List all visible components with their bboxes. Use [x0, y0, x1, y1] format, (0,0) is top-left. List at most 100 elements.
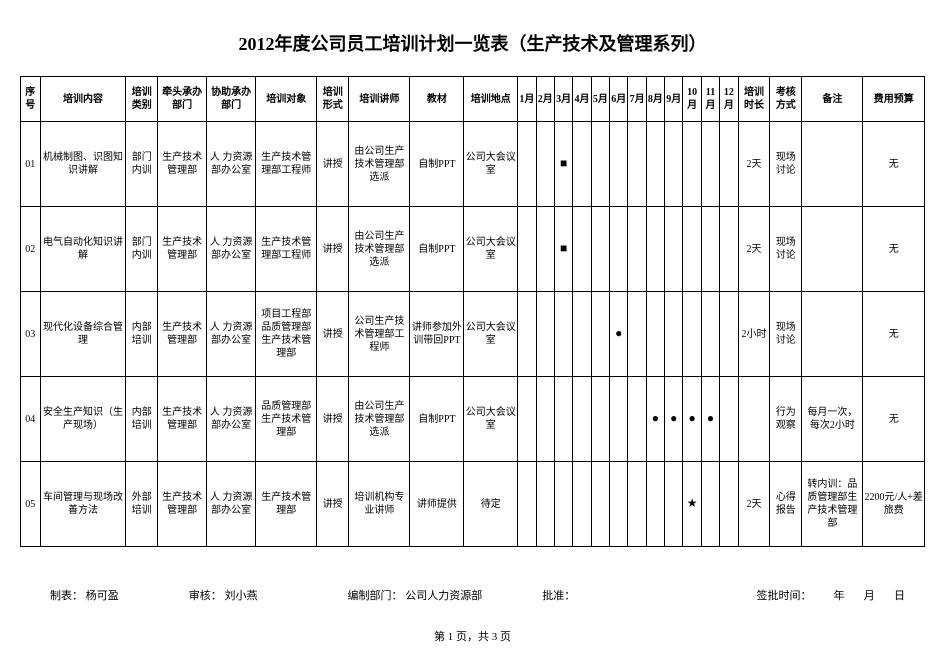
- table-cell: 人 力资源部办公室: [207, 122, 256, 207]
- table-cell: [573, 292, 591, 377]
- table-row: 02电气自动化知识讲解部门内训生产技术管理部人 力资源部办公室生产技术管理部工程…: [21, 207, 925, 292]
- year-label: 年: [834, 590, 845, 602]
- table-cell: 04: [21, 377, 41, 462]
- table-cell: [628, 377, 646, 462]
- table-cell: 车间管理与现场改善方法: [40, 462, 126, 547]
- col-budget: 费用预算: [863, 77, 925, 122]
- table-cell: 01: [21, 122, 41, 207]
- table-cell: 2天: [738, 122, 770, 207]
- col-seq: 序号: [21, 77, 41, 122]
- table-cell: [573, 122, 591, 207]
- table-cell: 电气自动化知识讲解: [40, 207, 126, 292]
- table-cell: [628, 207, 646, 292]
- table-cell: [536, 377, 554, 462]
- table-cell: 自制PPT: [410, 122, 464, 207]
- table-cell: 公司生产技术管理部工程师: [349, 292, 410, 377]
- table-cell: 生产技术管理部: [158, 292, 207, 377]
- table-cell: [720, 377, 738, 462]
- col-duration: 培训时长: [738, 77, 770, 122]
- page-number: 第 1 页，共 3 页: [20, 628, 925, 644]
- table-row: 03现代化设备综合管理内部培训生产技术管理部人 力资源部办公室项目工程部品质管理…: [21, 292, 925, 377]
- col-m7: 7月: [628, 77, 646, 122]
- table-cell: 由公司生产技术管理部选派: [349, 122, 410, 207]
- table-cell: [610, 122, 628, 207]
- table-cell: 行为观察: [770, 377, 802, 462]
- table-cell: [802, 292, 863, 377]
- col-m11: 11月: [701, 77, 719, 122]
- month-label: 月: [864, 590, 875, 602]
- table-cell: [518, 292, 536, 377]
- table-cell: ●: [646, 377, 664, 462]
- table-cell: 人 力资源部办公室: [207, 292, 256, 377]
- table-cell: [720, 122, 738, 207]
- date-label: 签批时间：: [757, 590, 812, 602]
- table-cell: 无: [863, 292, 925, 377]
- page-title: 2012年度公司员工培训计划一览表（生产技术及管理系列）: [20, 30, 925, 56]
- col-m6: 6月: [610, 77, 628, 122]
- table-cell: 2天: [738, 207, 770, 292]
- table-cell: 机械制图、识图知识讲解: [40, 122, 126, 207]
- table-cell: 无: [863, 207, 925, 292]
- table-cell: [683, 122, 701, 207]
- table-cell: [628, 292, 646, 377]
- approve-label: 批准：: [542, 590, 575, 602]
- table-cell: [628, 462, 646, 547]
- table-cell: ■: [554, 122, 572, 207]
- table-cell: 公司大会议室: [464, 207, 518, 292]
- table-cell: [518, 122, 536, 207]
- table-cell: ●: [610, 292, 628, 377]
- table-body: 01机械制图、识图知识讲解部门内训生产技术管理部人 力资源部办公室生产技术管理部…: [21, 122, 925, 547]
- table-cell: 培训机构专业讲师: [349, 462, 410, 547]
- table-cell: [701, 292, 719, 377]
- table-cell: [536, 462, 554, 547]
- table-cell: 人 力资源部办公室: [207, 377, 256, 462]
- table-row: 01机械制图、识图知识讲解部门内训生产技术管理部人 力资源部办公室生产技术管理部…: [21, 122, 925, 207]
- table-cell: 由公司生产技术管理部选派: [349, 207, 410, 292]
- table-cell: 项目工程部品质管理部生产技术管理部: [256, 292, 317, 377]
- dept-label: 编制部门：: [348, 590, 403, 602]
- table-cell: [518, 462, 536, 547]
- table-cell: 02: [21, 207, 41, 292]
- table-cell: [591, 122, 609, 207]
- header-row: 序号 培训内容 培训类别 牵头承办部门 协助承办部门 培训对象 培训形式 培训讲…: [21, 77, 925, 122]
- table-cell: 生产技术管理部: [158, 377, 207, 462]
- col-target: 培训对象: [256, 77, 317, 122]
- table-cell: 内部培训: [126, 292, 158, 377]
- table-cell: [573, 377, 591, 462]
- col-material: 教材: [410, 77, 464, 122]
- col-location: 培训地点: [464, 77, 518, 122]
- table-cell: 转内训：品质管理部生产技术管理部: [802, 462, 863, 547]
- col-m2: 2月: [536, 77, 554, 122]
- table-cell: [646, 122, 664, 207]
- table-row: 04安全生产知识（生产现场）内部培训生产技术管理部人 力资源部办公室品质管理部生…: [21, 377, 925, 462]
- table-cell: [720, 292, 738, 377]
- table-cell: 05: [21, 462, 41, 547]
- table-cell: [720, 462, 738, 547]
- col-type: 培训类别: [126, 77, 158, 122]
- table-cell: 由公司生产技术管理部选派: [349, 377, 410, 462]
- col-lead: 牵头承办部门: [158, 77, 207, 122]
- col-remark: 备注: [802, 77, 863, 122]
- col-m10: 10月: [683, 77, 701, 122]
- table-cell: [573, 462, 591, 547]
- table-cell: 讲授: [317, 292, 349, 377]
- table-cell: 部门内训: [126, 122, 158, 207]
- table-cell: 自制PPT: [410, 377, 464, 462]
- table-cell: 2小时: [738, 292, 770, 377]
- table-cell: 安全生产知识（生产现场）: [40, 377, 126, 462]
- table-cell: 公司大会议室: [464, 292, 518, 377]
- table-cell: 品质管理部生产技术管理部: [256, 377, 317, 462]
- table-cell: 生产技术管理部工程师: [256, 207, 317, 292]
- table-cell: [665, 462, 683, 547]
- table-cell: [665, 122, 683, 207]
- table-cell: ■: [554, 207, 572, 292]
- dept-value: 公司人力资源部: [405, 590, 482, 602]
- table-cell: [591, 377, 609, 462]
- table-cell: [665, 292, 683, 377]
- table-cell: [701, 207, 719, 292]
- table-cell: [554, 377, 572, 462]
- table-cell: 现代化设备综合管理: [40, 292, 126, 377]
- table-cell: 心得报告: [770, 462, 802, 547]
- table-cell: [591, 292, 609, 377]
- table-cell: [720, 207, 738, 292]
